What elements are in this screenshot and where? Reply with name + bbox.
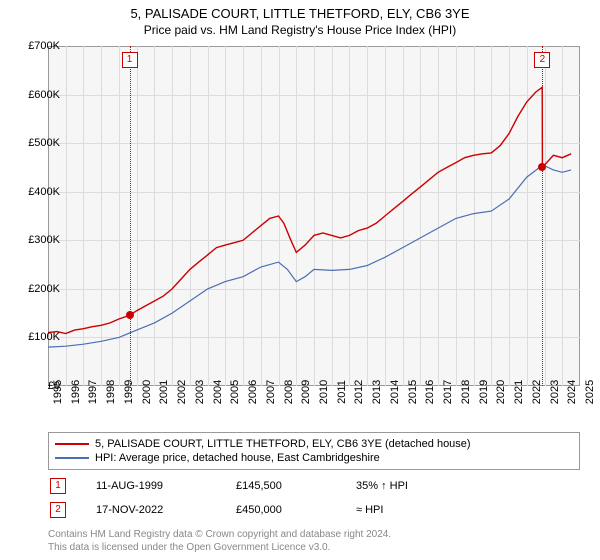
ytick-label: £600K: [16, 89, 60, 101]
sale-pct: 35% ↑ HPI: [356, 480, 408, 492]
ytick-label: £200K: [16, 283, 60, 295]
xtick-label: 1997: [87, 380, 99, 404]
xtick-label: 2023: [549, 380, 561, 404]
xtick-label: 1999: [123, 380, 135, 404]
xtick-label: 1995: [52, 380, 64, 404]
ytick-label: £100K: [16, 331, 60, 343]
footer: Contains HM Land Registry data © Crown c…: [48, 528, 580, 554]
sale-pct: ≈ HPI: [356, 504, 383, 516]
legend-row: HPI: Average price, detached house, East…: [55, 451, 573, 465]
xtick-label: 2002: [176, 380, 188, 404]
chart-lines: [48, 46, 580, 386]
marker-vline: [130, 46, 131, 386]
xtick-label: 2022: [531, 380, 543, 404]
xtick-label: 2017: [442, 380, 454, 404]
ytick-label: £700K: [16, 40, 60, 52]
footer-line2: This data is licensed under the Open Gov…: [48, 541, 580, 554]
xtick-label: 2020: [495, 380, 507, 404]
marker-vline: [542, 46, 543, 386]
xtick-label: 2015: [407, 380, 419, 404]
sale-price: £450,000: [236, 504, 326, 516]
footer-line1: Contains HM Land Registry data © Crown c…: [48, 528, 580, 541]
xtick-label: 2021: [513, 380, 525, 404]
xtick-label: 2009: [300, 380, 312, 404]
xtick-label: 2016: [424, 380, 436, 404]
xtick-label: 2014: [389, 380, 401, 404]
legend-series: 5, PALISADE COURT, LITTLE THETFORD, ELY,…: [48, 432, 580, 470]
legend-swatch: [55, 443, 89, 445]
xtick-label: 2011: [336, 380, 348, 404]
xtick-label: 2013: [371, 380, 383, 404]
sale-date: 11-AUG-1999: [96, 480, 206, 492]
xtick-label: 2018: [460, 380, 472, 404]
title-main: 5, PALISADE COURT, LITTLE THETFORD, ELY,…: [0, 6, 600, 21]
xtick-label: 2008: [283, 380, 295, 404]
xtick-label: 2019: [478, 380, 490, 404]
legend-row: 5, PALISADE COURT, LITTLE THETFORD, ELY,…: [55, 437, 573, 451]
xtick-label: 2010: [318, 380, 330, 404]
xtick-label: 2001: [158, 380, 170, 404]
xtick-label: 1998: [105, 380, 117, 404]
xtick-label: 2025: [584, 380, 596, 404]
marker-dot: [126, 311, 134, 319]
marker-box: 2: [534, 52, 550, 68]
sale-date: 17-NOV-2022: [96, 504, 206, 516]
title-block: 5, PALISADE COURT, LITTLE THETFORD, ELY,…: [0, 0, 600, 37]
ytick-label: £400K: [16, 186, 60, 198]
xtick-label: 2012: [353, 380, 365, 404]
xtick-label: 2007: [265, 380, 277, 404]
series-hpi: [48, 165, 571, 347]
sale-marker: 1: [50, 478, 66, 494]
xtick-label: 2006: [247, 380, 259, 404]
marker-dot: [538, 163, 546, 171]
sale-row: 2 17-NOV-2022 £450,000 ≈ HPI: [48, 502, 580, 518]
legend-label: 5, PALISADE COURT, LITTLE THETFORD, ELY,…: [95, 438, 471, 450]
xtick-label: 2024: [566, 380, 578, 404]
ytick-label: £300K: [16, 234, 60, 246]
sale-marker: 2: [50, 502, 66, 518]
legend-swatch: [55, 457, 89, 459]
sales-rows: 1 11-AUG-1999 £145,500 35% ↑ HPI 2 17-NOV-202…: [48, 478, 580, 518]
xtick-label: 2004: [212, 380, 224, 404]
chart-container: 5, PALISADE COURT, LITTLE THETFORD, ELY,…: [0, 0, 600, 560]
ytick-label: £500K: [16, 137, 60, 149]
chart-area: 12: [48, 46, 580, 386]
xtick-label: 2005: [229, 380, 241, 404]
title-sub: Price paid vs. HM Land Registry's House …: [0, 23, 600, 37]
sale-row: 1 11-AUG-1999 £145,500 35% ↑ HPI: [48, 478, 580, 494]
xtick-label: 2003: [194, 380, 206, 404]
xtick-label: 2000: [141, 380, 153, 404]
legend-label: HPI: Average price, detached house, East…: [95, 452, 380, 464]
legend-box: 5, PALISADE COURT, LITTLE THETFORD, ELY,…: [48, 432, 580, 554]
sale-price: £145,500: [236, 480, 326, 492]
marker-box: 1: [122, 52, 138, 68]
xtick-label: 1996: [70, 380, 82, 404]
